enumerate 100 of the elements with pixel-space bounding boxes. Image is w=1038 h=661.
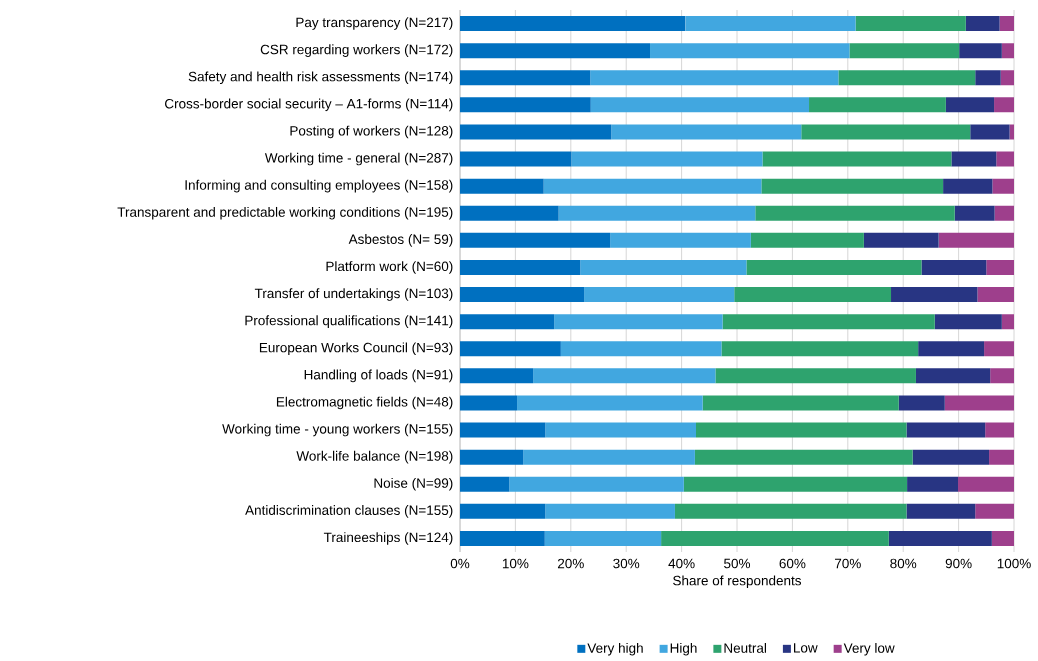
bar — [888, 530, 992, 546]
bar — [460, 341, 561, 357]
bar — [977, 287, 1015, 303]
bar — [460, 530, 545, 546]
y-tick-label: Posting of workers (N=128) — [290, 125, 453, 139]
bar — [986, 259, 1015, 275]
bar — [959, 43, 1002, 59]
bar — [721, 341, 919, 357]
bar — [545, 503, 675, 519]
bar — [1009, 124, 1015, 140]
bar — [554, 314, 723, 330]
bar — [912, 449, 990, 465]
bar — [674, 503, 907, 519]
bar — [762, 151, 952, 167]
bar — [694, 449, 913, 465]
y-tick-label: Noise (N=99) — [374, 477, 453, 491]
bar — [991, 530, 1015, 546]
x-tick-label: 30% — [613, 558, 640, 569]
bar — [460, 151, 572, 167]
bar — [590, 97, 810, 113]
bar — [584, 287, 735, 303]
bar — [996, 151, 1015, 167]
bar — [460, 476, 510, 492]
y-tick-label: Work-life balance (N=198) — [296, 450, 453, 464]
bar — [984, 341, 1015, 357]
y-tick-label: Asbestos (N= 59) — [348, 234, 453, 247]
bar — [944, 395, 1015, 411]
y-tick-label: Working time - young workers (N=155) — [222, 423, 453, 437]
x-tick-label: 20% — [557, 558, 584, 569]
y-tick-label: Platform work (N=60) — [326, 261, 453, 274]
bar — [460, 287, 585, 303]
bar — [985, 422, 1015, 438]
legend-label: Very high — [587, 642, 643, 656]
bar — [460, 124, 612, 140]
bar — [951, 151, 997, 167]
bar — [809, 97, 946, 113]
y-tick-label: Traineeships (N=124) — [323, 532, 453, 545]
bar — [650, 43, 850, 59]
bar — [906, 503, 976, 519]
bar — [891, 287, 978, 303]
bar — [460, 97, 591, 113]
bar — [715, 368, 916, 384]
bar — [915, 368, 991, 384]
bar — [921, 259, 987, 275]
bar — [945, 97, 995, 113]
bar — [906, 422, 986, 438]
bar — [755, 205, 955, 221]
bar — [992, 178, 1015, 194]
legend-label: Neutral — [724, 642, 766, 653]
x-tick-label: 0% — [450, 558, 470, 569]
bar — [517, 395, 703, 411]
y-tick-label: Professional qualifications (N=141) — [245, 315, 453, 328]
bar — [989, 449, 1015, 465]
legend-label: Low — [794, 643, 818, 653]
bar — [994, 205, 1015, 221]
bar — [954, 205, 995, 221]
bar — [958, 476, 1015, 492]
bar — [999, 16, 1015, 32]
bar — [544, 530, 662, 546]
bar — [460, 205, 559, 221]
bar — [460, 70, 591, 86]
bar — [685, 16, 856, 32]
legend-label: Very low — [843, 642, 895, 656]
bar — [533, 368, 716, 384]
bar — [943, 178, 993, 194]
bar — [590, 70, 839, 86]
x-tick-label: 40% — [668, 558, 695, 569]
bar — [975, 70, 1001, 86]
y-tick-label: Transfer of undertakings (N=103) — [254, 288, 453, 301]
x-tick-label: 10% — [502, 558, 529, 569]
bar — [898, 395, 945, 411]
bar — [750, 232, 864, 248]
y-tick-label: Transparent and predictable working conditions (N=195) — [117, 206, 453, 220]
bar — [460, 449, 524, 465]
bar — [907, 476, 959, 492]
bar — [994, 97, 1015, 113]
bar — [460, 503, 546, 519]
bar — [509, 476, 684, 492]
bar — [965, 16, 1000, 32]
bar — [610, 232, 751, 248]
bar — [460, 232, 611, 248]
bar — [611, 124, 802, 140]
bar — [863, 232, 939, 248]
bar — [558, 205, 756, 221]
bar — [934, 314, 1002, 330]
bar — [990, 368, 1015, 384]
y-tick-label: Cross-border social security – A1-forms (N=114) — [165, 98, 453, 112]
y-tick-label: European Works Council (N=93) — [259, 342, 453, 356]
bar — [543, 178, 762, 194]
x-tick-label: 100% — [997, 558, 1031, 569]
bar — [722, 314, 935, 330]
bar — [460, 43, 651, 59]
bar — [855, 16, 966, 32]
bar — [938, 232, 1015, 248]
bar — [460, 422, 546, 438]
bar — [1001, 314, 1015, 330]
bar — [545, 422, 697, 438]
bar — [460, 395, 518, 411]
x-tick-label: 90% — [945, 558, 972, 569]
y-tick-label: Antidiscrimination clauses (N=155) — [245, 505, 453, 518]
